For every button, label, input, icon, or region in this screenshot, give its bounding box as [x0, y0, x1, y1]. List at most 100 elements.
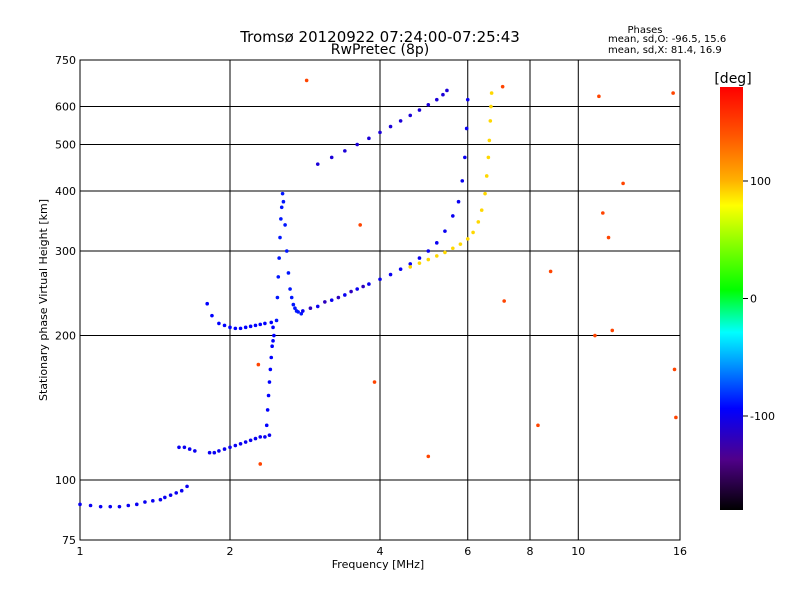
- data-point: [185, 484, 189, 489]
- y-tick-label: 75: [62, 534, 76, 547]
- data-point: [378, 130, 382, 135]
- data-point: [301, 309, 305, 313]
- data-point: [408, 113, 413, 118]
- stats-line-o: mean, sd,O: -96.5, 15.6: [608, 34, 726, 45]
- data-point: [269, 320, 274, 325]
- x-axis-label: Frequency [MHz]: [332, 558, 424, 571]
- y-tick-label: 300: [55, 245, 76, 258]
- data-point: [367, 136, 371, 141]
- colorbar: [720, 87, 743, 510]
- colorbar-ticks: 100 0 -100: [743, 175, 775, 423]
- data-point: [168, 493, 173, 497]
- x-tick-label: 8: [527, 545, 534, 558]
- data-point: [434, 254, 439, 258]
- data-point: [606, 235, 611, 240]
- data-point: [258, 435, 263, 439]
- data-point: [361, 284, 365, 289]
- data-point: [233, 326, 238, 331]
- x-tick-label: 10: [571, 545, 585, 558]
- data-point: [228, 325, 232, 330]
- data-point: [388, 124, 393, 129]
- data-point: [443, 229, 447, 233]
- data-point: [358, 223, 362, 227]
- data-point: [672, 367, 677, 372]
- y-tick-label: 750: [55, 54, 76, 67]
- data-point: [426, 249, 431, 253]
- colorbar-tick-label: 100: [750, 175, 771, 188]
- data-point: [268, 367, 273, 372]
- data-point: [500, 84, 505, 89]
- data-point: [269, 355, 274, 360]
- data-point: [212, 450, 217, 455]
- data-point: [293, 306, 297, 311]
- data-point: [456, 199, 461, 204]
- data-point: [548, 269, 553, 274]
- data-point: [464, 126, 469, 131]
- data-point: [398, 267, 403, 271]
- data-point: [193, 449, 197, 453]
- data-point: [486, 155, 491, 160]
- data-point: [243, 325, 248, 330]
- data-point: [445, 88, 449, 93]
- data-point: [471, 230, 475, 235]
- data-point: [417, 256, 422, 260]
- stats-title: Phases: [627, 25, 662, 36]
- data-point: [117, 504, 122, 509]
- data-point: [291, 302, 296, 307]
- x-tick-label: 2: [227, 545, 234, 558]
- data-point: [278, 235, 282, 240]
- data-point: [233, 443, 238, 448]
- data-point: [222, 447, 227, 451]
- data-point: [179, 488, 184, 493]
- data-point: [126, 503, 131, 508]
- data-point: [336, 295, 341, 300]
- data-point: [308, 306, 313, 311]
- data-point: [388, 272, 393, 277]
- data-point: [489, 104, 493, 109]
- data-point: [434, 241, 439, 245]
- data-point: [460, 179, 465, 183]
- data-point: [408, 262, 413, 266]
- data-point: [187, 447, 192, 451]
- x-axis-ticks: 1 2 4 6 8 10 16: [77, 545, 688, 558]
- data-point: [367, 282, 371, 286]
- data-point: [323, 300, 327, 304]
- data-point: [343, 293, 347, 297]
- data-point: [349, 289, 353, 294]
- data-point: [451, 214, 455, 218]
- data-point: [279, 205, 284, 210]
- x-tick-label: 16: [673, 545, 687, 558]
- data-point: [88, 503, 93, 508]
- data-point: [463, 155, 467, 160]
- data-point: [210, 313, 214, 318]
- y-tick-label: 100: [55, 474, 76, 487]
- data-point: [108, 504, 113, 509]
- data-point: [671, 91, 675, 95]
- y-axis-label: Stationary phase Virtual Height [km]: [37, 199, 50, 401]
- data-point: [263, 321, 267, 326]
- data-point: [263, 435, 267, 439]
- y-tick-label: 600: [55, 101, 76, 114]
- data-point: [253, 436, 258, 441]
- data-point: [398, 119, 403, 123]
- y-tick-label: 500: [55, 139, 76, 152]
- data-point: [674, 415, 678, 420]
- data-point: [207, 450, 212, 455]
- data-point: [222, 323, 227, 328]
- data-point: [458, 242, 463, 246]
- data-point: [304, 78, 309, 83]
- data-point: [284, 249, 289, 253]
- data-point: [601, 211, 605, 215]
- data-point: [343, 149, 347, 153]
- data-point: [283, 223, 287, 227]
- data-point: [177, 445, 181, 450]
- data-point: [280, 191, 285, 196]
- data-point: [248, 438, 253, 443]
- data-point: [217, 449, 221, 453]
- data-point: [483, 191, 487, 196]
- data-point: [158, 497, 163, 502]
- data-point: [488, 119, 493, 123]
- data-point: [277, 256, 281, 260]
- stats-line-x: mean, sd,X: 81.4, 16.9: [608, 45, 722, 56]
- colorbar-tick-label: 0: [750, 293, 757, 306]
